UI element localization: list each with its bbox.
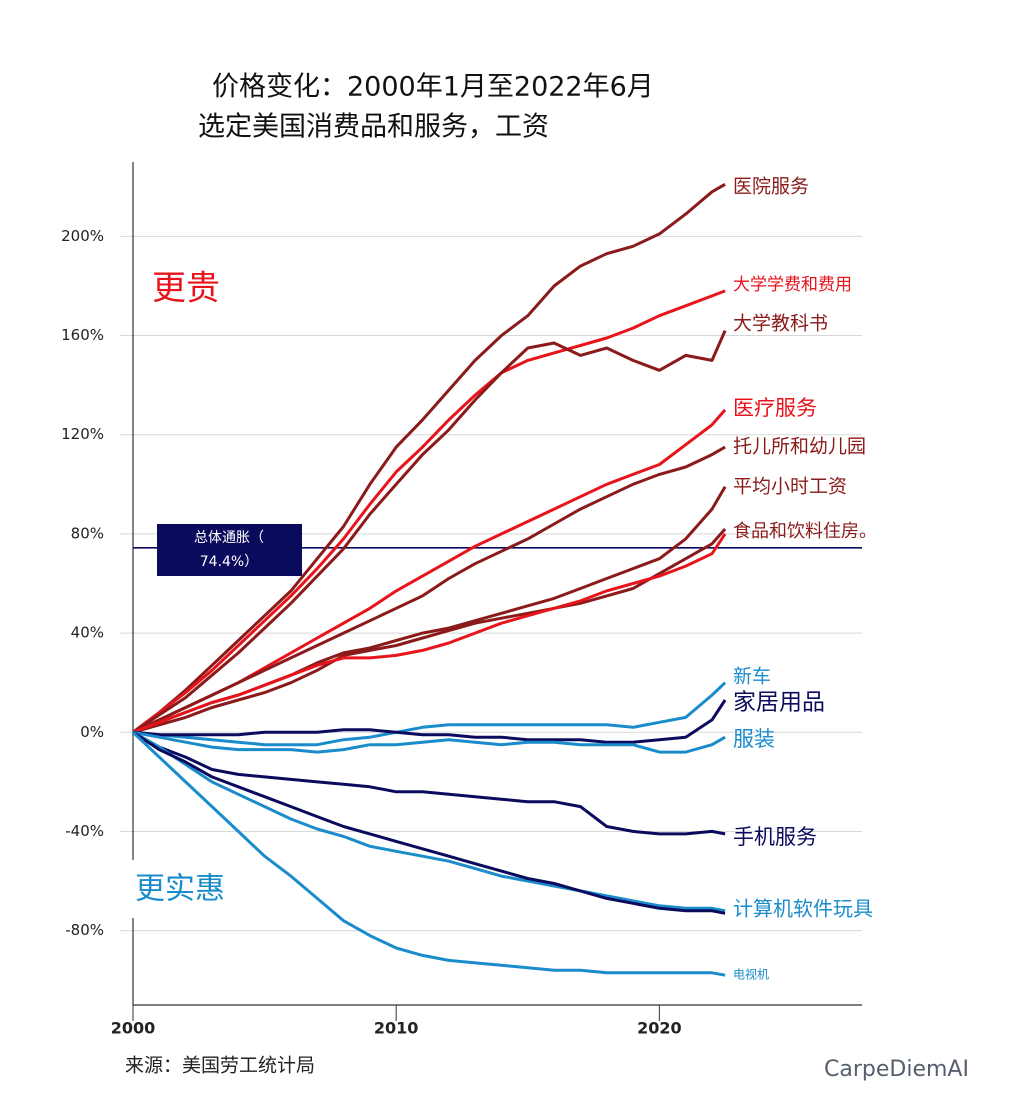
y-tick-label: -80% <box>65 921 104 939</box>
annotation: 更实惠 <box>135 872 225 907</box>
series-line <box>132 730 726 913</box>
series-line <box>132 681 727 747</box>
inflation-box <box>157 524 302 576</box>
series-line <box>132 445 726 734</box>
series-line <box>131 731 726 977</box>
series-line <box>132 699 727 744</box>
series-line <box>132 730 726 754</box>
series-label: 家居用品 <box>733 690 825 716</box>
series-label: 服装 <box>733 727 775 751</box>
series-label: 医疗服务 <box>733 396 817 420</box>
x-tick-label: 2010 <box>374 1019 419 1038</box>
y-tick-label: 160% <box>61 326 104 344</box>
chart-subtitle: 选定美国消费品和服务，工资 <box>198 112 549 143</box>
series-label: 新车 <box>733 666 771 688</box>
series-line <box>132 730 726 836</box>
series-label: 食品和饮料住房。 <box>733 521 877 542</box>
series-line <box>132 182 726 734</box>
series-line <box>132 533 727 734</box>
series-line <box>132 528 727 734</box>
series-line <box>132 486 727 734</box>
series-label: 电视机 <box>733 967 769 982</box>
series-label: 大学学费和费用 <box>733 275 852 295</box>
series-label: 计算机软件玩具 <box>733 897 873 921</box>
annotation: 更贵 <box>152 269 220 309</box>
series-label: 托儿所和幼儿园 <box>733 436 866 458</box>
y-tick-label: -40% <box>65 822 104 840</box>
y-tick-label: 200% <box>61 227 104 245</box>
inflation-label: 总体通胀（ <box>194 530 264 546</box>
source: 来源：美国劳工统计局 <box>125 1055 315 1077</box>
series-label: 手机服务 <box>733 825 817 849</box>
x-tick-label: 2020 <box>637 1019 682 1038</box>
y-tick-label: 40% <box>71 624 104 642</box>
series-label: 大学教科书 <box>733 313 828 335</box>
series-label: 医院服务 <box>733 176 809 198</box>
y-tick-label: 120% <box>61 425 104 443</box>
x-tick-label: 2000 <box>111 1019 156 1038</box>
inflation-label: 74.4%） <box>200 554 258 570</box>
y-tick-label: 80% <box>71 524 104 542</box>
watermark: CarpeDiemAI <box>824 1057 969 1082</box>
chart-title: 价格变化：2000年1月至2022年6月 <box>212 72 654 103</box>
series-label: 平均小时工资 <box>733 476 847 498</box>
series-line <box>132 731 726 915</box>
series-line <box>132 329 727 734</box>
series-line <box>132 289 726 734</box>
y-tick-label: 0% <box>80 723 104 741</box>
